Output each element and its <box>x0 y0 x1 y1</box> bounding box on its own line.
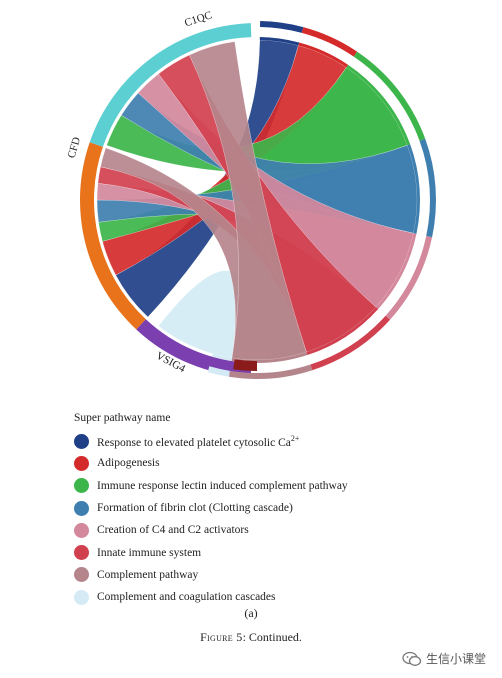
pathway-arc <box>385 235 433 320</box>
pathway-arc <box>353 51 426 141</box>
legend-swatch <box>74 567 89 583</box>
pathway-inner-arc <box>306 307 379 356</box>
legend-item: Formation of fibrin clot (Clotting casca… <box>74 497 474 519</box>
gene-label-cfd: CFD <box>66 136 83 160</box>
pathway-arc <box>260 21 304 33</box>
legend-item: Creation of C4 and C2 activators <box>74 519 474 541</box>
legend-label: Formation of fibrin clot (Clotting casca… <box>97 502 293 515</box>
watermark-text: 生信小课堂 <box>425 652 486 666</box>
gene-arc-vsig4 <box>136 319 252 377</box>
legend-item: Response to elevated platelet cytosolic … <box>74 430 474 452</box>
legend-label: Response to elevated platelet cytosolic … <box>97 433 300 449</box>
legend-item: Adipogenesis <box>74 452 474 474</box>
arcs-layer <box>79 21 436 379</box>
legend-title: Super pathway name <box>74 412 171 424</box>
pathway-inner-arc <box>212 353 232 361</box>
legend-label: Complement and coagulation cascades <box>97 591 276 604</box>
legend-label: Adipogenesis <box>97 457 160 470</box>
gene-arc-cfd <box>79 142 146 330</box>
gene-label-c1qc: C1QC <box>183 9 213 29</box>
legend-swatch <box>74 589 89 605</box>
legend-swatch <box>74 433 89 449</box>
ribbons-layer <box>96 39 418 361</box>
legend-item: Immune response lectin induced complemen… <box>74 475 474 497</box>
pathway-arc <box>228 364 313 379</box>
legend-swatch <box>74 500 89 516</box>
pathway-inner-arc <box>259 37 300 46</box>
pathway-inner-arc <box>298 42 349 68</box>
pathway-marker <box>233 359 257 371</box>
pathway-arc <box>207 366 230 377</box>
caption-prefix: Figure 5 <box>200 630 243 644</box>
legend-item: Complement pathway <box>74 564 474 586</box>
legend-items: Response to elevated platelet cytosolic … <box>74 430 474 608</box>
panel-label: (a) <box>244 606 258 620</box>
pathway-inner-arc <box>231 352 308 363</box>
legend-swatch <box>74 545 89 561</box>
legend: Super pathway name Response to elevated … <box>74 412 474 608</box>
legend-swatch <box>74 478 89 494</box>
pathway-arc <box>419 138 436 238</box>
ribbon <box>189 41 307 361</box>
figure-caption: Figure 5: Continued. <box>0 630 502 645</box>
legend-label: Immune response lectin induced complemen… <box>97 479 348 492</box>
gene-arc-c1qc <box>89 23 252 147</box>
legend-label: Creation of C4 and C2 activators <box>97 524 249 537</box>
pathway-arc <box>310 315 391 371</box>
pathway-arc <box>301 27 358 57</box>
pathway-inner-arc <box>375 233 417 310</box>
legend-label: Complement pathway <box>97 568 199 581</box>
legend-label: Innate immune system <box>97 546 202 559</box>
legend-swatch <box>74 522 89 538</box>
pathway-inner-arc <box>407 144 420 234</box>
wechat-icon <box>402 651 422 666</box>
legend-item: Innate immune system <box>74 541 474 563</box>
caption-text: : Continued. <box>242 630 302 644</box>
legend-swatch <box>74 455 89 471</box>
legend-item: Complement and coagulation cascades <box>74 586 474 608</box>
watermark: 生信小课堂 <box>402 650 486 667</box>
